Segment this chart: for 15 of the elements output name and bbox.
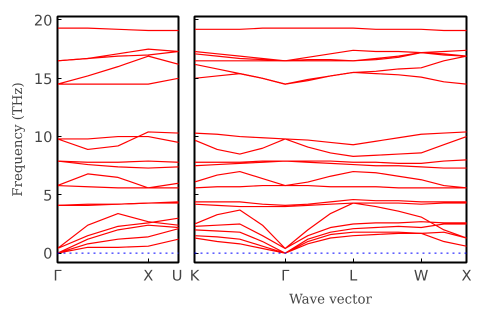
y-tick-label: 20 <box>34 12 53 30</box>
y-tick-label: 10 <box>34 129 53 146</box>
x-tick-label: Γ <box>53 268 62 284</box>
x-tick-label: L <box>349 268 358 284</box>
x-tick-label: X <box>461 268 472 284</box>
x-tick-label: W <box>414 268 429 284</box>
x-tick-label: U <box>172 268 183 284</box>
y-tick-label: 15 <box>34 70 53 88</box>
x-axis-title: Wave vector <box>289 292 373 308</box>
x-tick-label: K <box>190 268 200 284</box>
y-axis-title: Frequency (THz) <box>10 82 26 197</box>
y-tick-label: 5 <box>43 187 53 204</box>
x-tick-label: X <box>143 268 154 284</box>
y-tick-label: 0 <box>43 246 53 263</box>
x-tick-label: Γ <box>281 268 290 284</box>
